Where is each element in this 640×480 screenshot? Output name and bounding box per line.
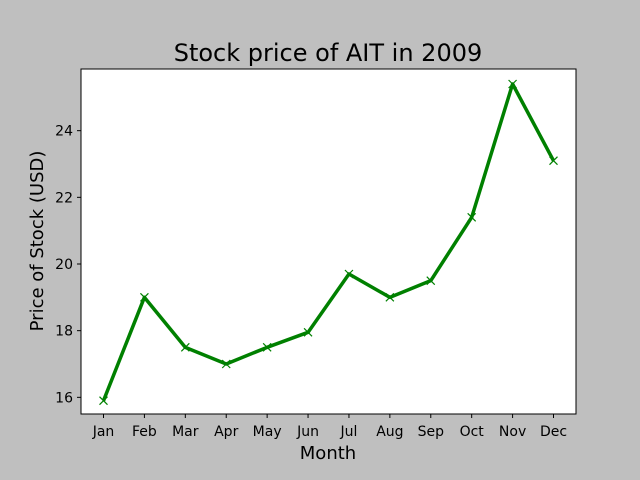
data-point-marker	[180, 342, 190, 352]
y-axis-title: Price of Stock (USD)	[27, 151, 48, 332]
data-point-marker	[426, 276, 436, 286]
x-tick-label: Mar	[172, 424, 199, 440]
y-tick-label: 24	[55, 124, 73, 140]
data-point-marker	[99, 396, 108, 406]
x-tick-label: Sep	[418, 424, 445, 440]
data-point-marker	[549, 156, 558, 166]
data-point-marker	[385, 292, 395, 302]
x-tick-label: Jul	[340, 424, 358, 440]
y-tick-label: 20	[55, 257, 73, 273]
series-line	[101, 82, 556, 402]
x-axis-title: Month	[300, 443, 356, 464]
x-tick-label: Feb	[132, 424, 157, 440]
data-point-marker	[467, 212, 477, 222]
x-tick-label: Oct	[460, 424, 485, 440]
x-tick-label: Aug	[376, 424, 403, 440]
x-tick-label: Apr	[214, 424, 238, 440]
y-tick-label: 16	[55, 390, 73, 406]
data-point-marker	[221, 359, 231, 369]
x-tick-label: May	[253, 424, 282, 440]
chart-title: Stock price of AIT in 2009	[174, 39, 483, 67]
data-point-marker	[303, 327, 313, 337]
data-point-marker	[139, 292, 149, 302]
x-tick-label: Jun	[296, 424, 319, 440]
y-tick-label: 18	[55, 324, 73, 340]
series-markers	[99, 79, 558, 406]
x-tick-label: Jan	[92, 424, 115, 440]
plot-area	[80, 68, 577, 415]
x-tick-label: Nov	[499, 424, 526, 440]
y-axis: 16 18 20 22 24	[55, 124, 81, 406]
data-point-marker	[262, 342, 272, 352]
data-point-marker	[508, 79, 518, 89]
x-axis: Jan Feb Mar Apr May Jun Jul Aug Sep Oct Nov Dec	[92, 414, 567, 440]
data-point-marker	[344, 269, 354, 279]
y-tick-label: 22	[55, 190, 73, 206]
x-tick-label: Dec	[540, 424, 567, 440]
